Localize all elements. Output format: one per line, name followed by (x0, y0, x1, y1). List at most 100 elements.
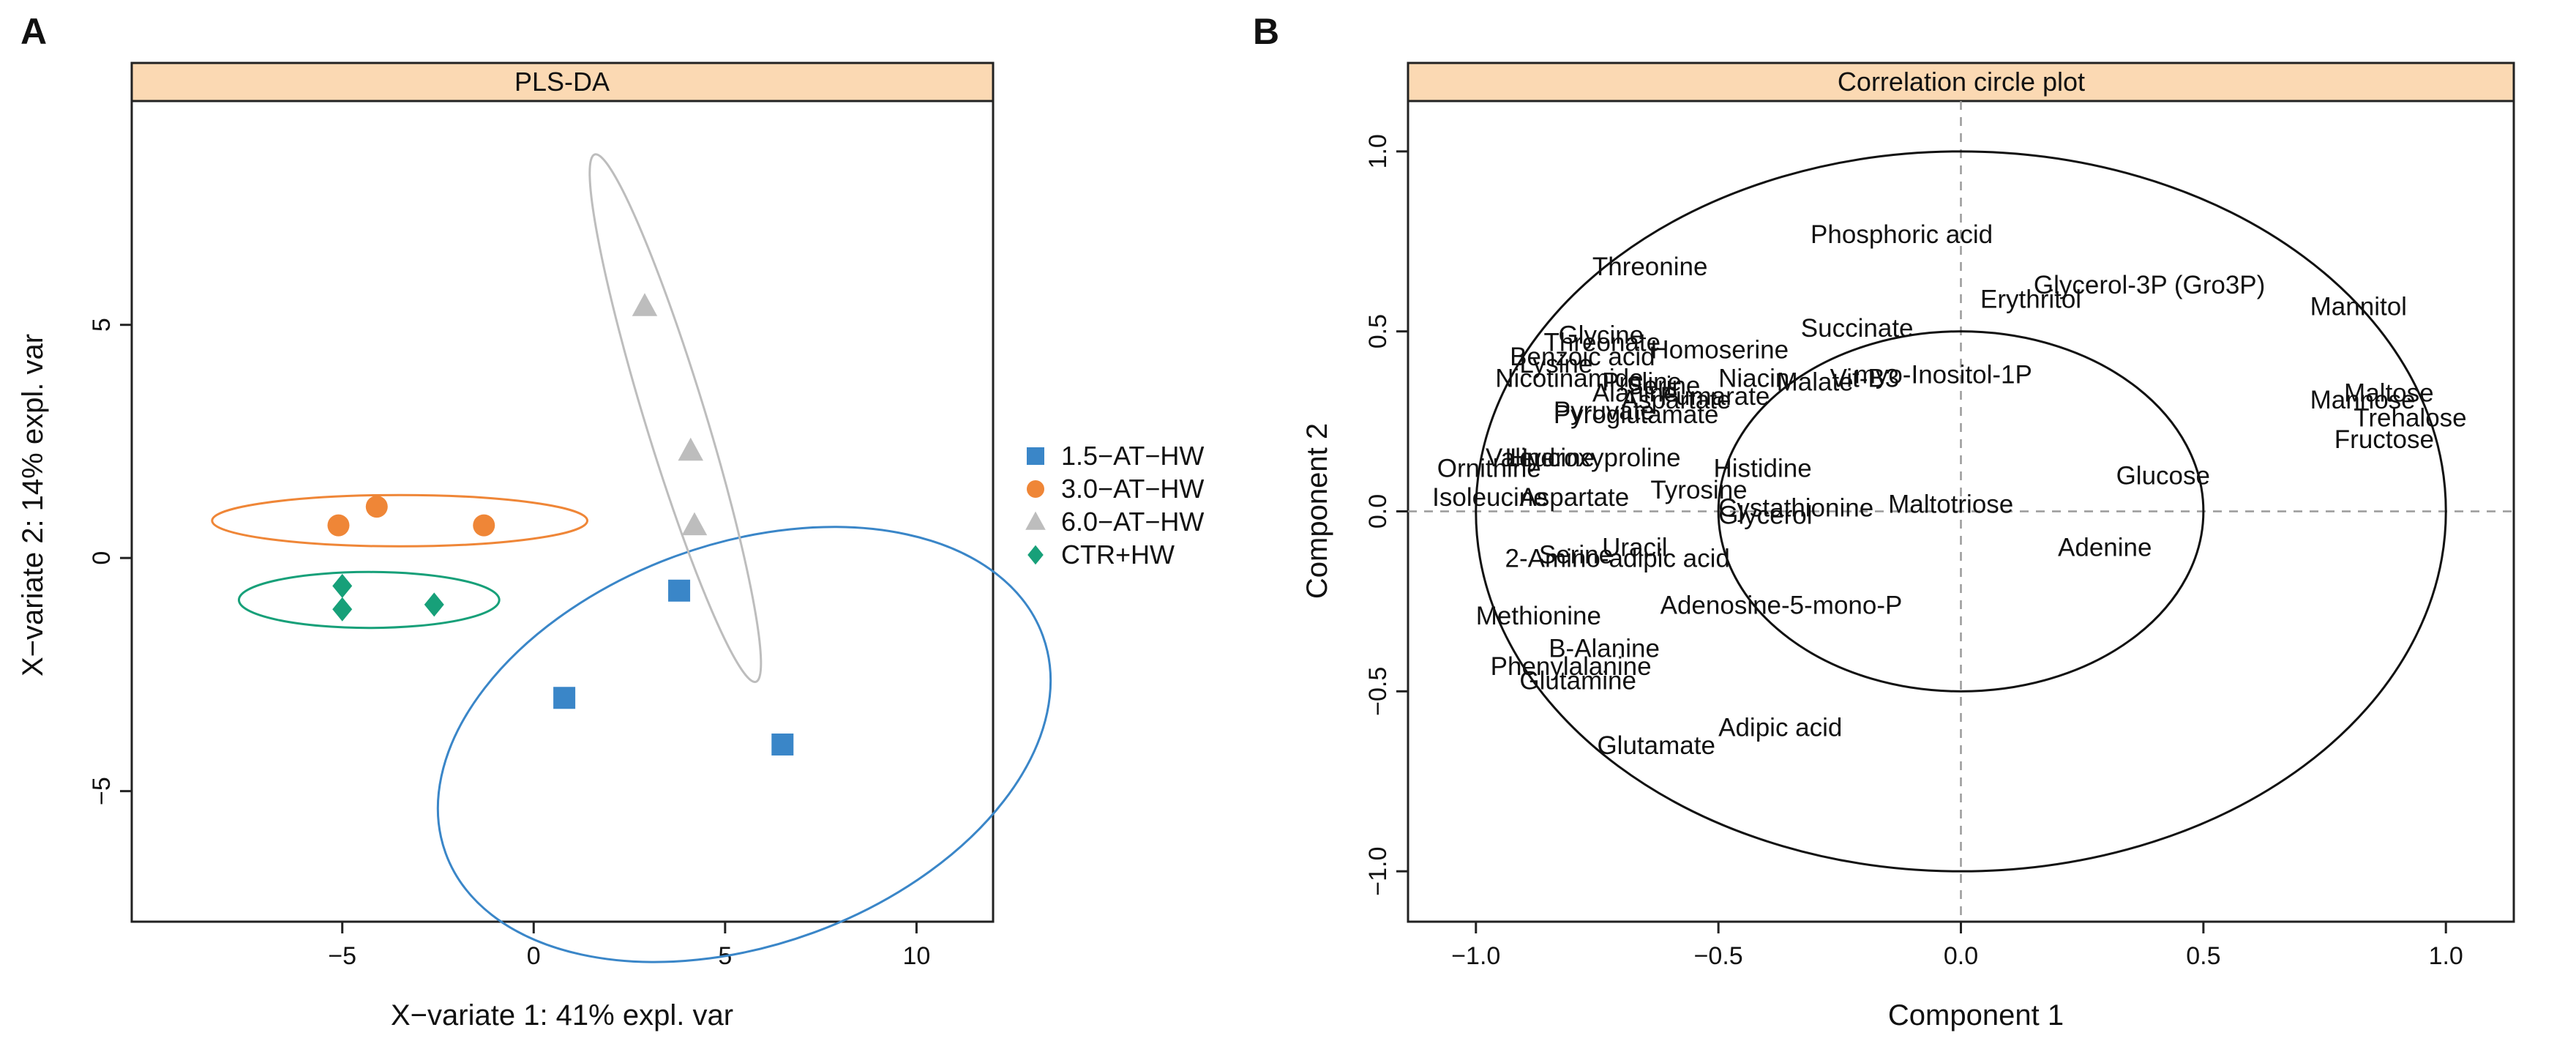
variable-label: Valine (1486, 444, 1555, 472)
variable-label: Erythritol (1980, 285, 2081, 313)
confidence-ellipse (211, 493, 589, 548)
plot-a-y-axis-label: X−variate 2: 14% expl. var (17, 334, 49, 676)
data-point (332, 597, 353, 622)
confidence-ellipse (436, 526, 1052, 963)
y-tick-label: 0.5 (1364, 314, 1392, 348)
variable-label: Aspartate (1519, 483, 1629, 512)
variable-label: Succinate (1801, 314, 1914, 343)
legend-label: 3.0−AT−HW (1061, 474, 1204, 504)
legend-label: 1.5−AT−HW (1061, 441, 1204, 471)
variable-label: Proline (1602, 368, 1682, 397)
variable-label: Homoserine (1650, 335, 1789, 364)
variable-label: Benzoic acid (1510, 343, 1655, 371)
variable-label: Glycerol (1718, 501, 1812, 529)
variable-label: Serine (1626, 371, 1700, 400)
plot-a-frame (130, 100, 995, 923)
data-point (424, 592, 444, 617)
variable-label: Fructose (2334, 425, 2434, 454)
plot-a-title: PLS-DA (514, 67, 610, 97)
data-point (553, 687, 576, 709)
legend-label: CTR+HW (1061, 540, 1175, 570)
variable-label: Adenosine-5-mono-P (1660, 591, 1903, 619)
data-point (668, 579, 691, 602)
correlation-circle (1717, 330, 2205, 693)
variable-label: Phosphoric acid (1811, 220, 1993, 249)
variable-label: Methionine (1476, 602, 1601, 630)
legend-marker (1025, 511, 1046, 530)
variable-label: Phenylalanine (1491, 652, 1652, 681)
x-tick-label: 0.5 (2186, 942, 2220, 970)
variable-label: Ornithine (1437, 455, 1541, 483)
variable-label: Histidine (1714, 455, 1812, 483)
variable-label: Serine (1539, 541, 1613, 570)
panel-letter-a: A (20, 11, 47, 52)
plot-a-x-axis-label: X−variate 1: 41% expl. var (391, 999, 733, 1032)
variable-label: Glycerol-3P (Gro3P) (2034, 271, 2265, 299)
plot-a-strip (130, 61, 995, 102)
data-point (365, 496, 388, 518)
y-tick-label: −1.0 (1364, 847, 1392, 896)
variable-label: Mannitol (2310, 292, 2407, 321)
variable-label: Alanine (1592, 378, 1678, 407)
variable-label: Pyruvate (1554, 397, 1655, 425)
x-tick-label: 0 (527, 942, 541, 970)
data-point (473, 514, 495, 537)
data-point (771, 733, 794, 756)
variable-label: Vit-B3 (1830, 365, 1900, 393)
variable-label: Glutamine (1519, 667, 1636, 695)
variable-label: Lysine (1519, 350, 1592, 378)
panel-letter-b: B (1253, 11, 1279, 52)
variable-label: Maltose (2344, 378, 2434, 407)
variable-label: B-Alanine (1549, 634, 1660, 663)
variable-label: Tyrosine (1650, 476, 1747, 504)
data-point (327, 514, 350, 537)
variable-label: 2-Amino-adipic acid (1505, 544, 1730, 572)
variable-label: Cystathionine (1718, 494, 1873, 523)
variable-label: myo-Inositol-1P (1854, 361, 2032, 389)
variable-label: Uracil (1602, 534, 1667, 562)
data-point (332, 573, 353, 598)
plot-b-strip (1407, 61, 2515, 102)
variable-label: Maltotriose (1888, 490, 2013, 519)
y-tick-label: 1.0 (1364, 134, 1392, 168)
variable-label: Isoleucine (1432, 483, 1548, 512)
variable-label: Threonine (1592, 253, 1708, 281)
y-tick-label: 5 (88, 318, 116, 332)
data-point (632, 293, 658, 316)
variable-label: Trehalose (2354, 404, 2466, 433)
legend-marker (1027, 447, 1044, 465)
correlation-circle (1475, 150, 2447, 873)
variable-label: Glucose (2116, 461, 2210, 490)
confidence-ellipse (588, 153, 763, 683)
y-tick-label: −0.5 (1364, 667, 1392, 716)
y-tick-label: −5 (88, 777, 116, 805)
x-tick-label: −5 (328, 942, 356, 970)
variable-label: Aspartate (1622, 386, 1731, 414)
x-tick-label: 10 (902, 942, 930, 970)
x-tick-label: 1.0 (2429, 942, 2463, 970)
variable-label: Fumarate (1660, 382, 1770, 411)
correlation-circle-panel: B Correlation circle plot −1.0 −0.5 0.0 0.5… (1253, 11, 2515, 1032)
x-tick-label: −0.5 (1694, 942, 1743, 970)
data-point (681, 512, 708, 536)
variable-label: Nicotinamide (1495, 365, 1643, 393)
x-tick-label: 0.0 (1944, 942, 1978, 970)
legend-marker (1027, 545, 1044, 565)
x-tick-label: −1.0 (1451, 942, 1500, 970)
variable-label: Pyroglutamate (1554, 400, 1719, 429)
plot-b-x-axis-label: Component 1 (1888, 999, 2064, 1032)
legend-marker (1027, 480, 1044, 498)
y-tick-label: 0.0 (1364, 494, 1392, 529)
plot-b-y-axis-label: Component 2 (1301, 423, 1333, 599)
variable-label: Adenine (2058, 534, 2152, 562)
plot-b-title: Correlation circle plot (1838, 67, 2085, 97)
variable-label: Malate (1777, 368, 1854, 397)
variable-label: Adipic acid (1718, 714, 1842, 742)
variable-label: Glycine (1558, 321, 1644, 350)
data-point (678, 437, 703, 461)
pls-da-panel: A PLS-DA −5 0 5 10−505 X−variate 1: 41% exp… (17, 11, 1204, 1032)
variable-label: Niacin (1718, 365, 1789, 393)
legend-label: 6.0−AT−HW (1061, 507, 1204, 537)
